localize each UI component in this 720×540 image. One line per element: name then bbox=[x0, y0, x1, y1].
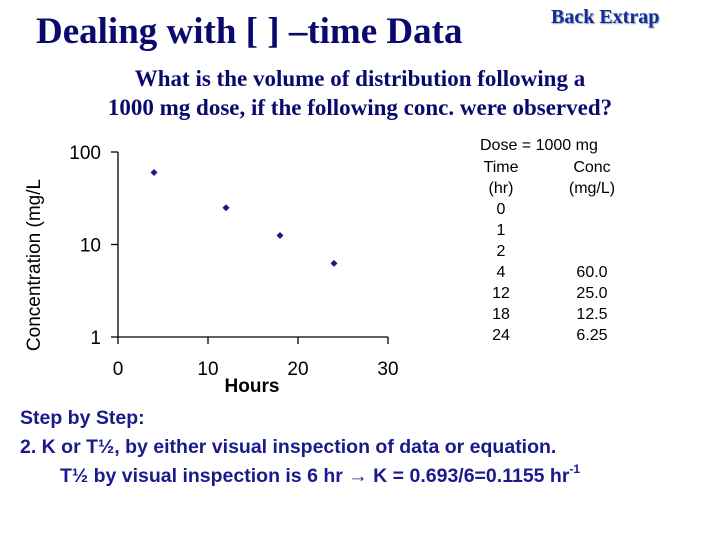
concentration-time-chart: Concentration (mg/L 1 10 100 0 10 20 30 Hours bbox=[24, 143, 399, 397]
question-line-1: What is the volume of distribution follo… bbox=[134, 66, 586, 91]
y-tick-label: 10 bbox=[80, 236, 101, 257]
table-cell-time: 18 bbox=[492, 306, 510, 323]
x-tick-label: 30 bbox=[377, 359, 398, 380]
chart-tick-labels: 1 10 100 0 10 20 30 bbox=[69, 143, 398, 380]
step-line-1: 2. K or T½, by either visual inspection … bbox=[20, 436, 557, 458]
table-row: 0 bbox=[480, 199, 662, 220]
table-cell-conc bbox=[522, 220, 662, 241]
question-line-2: 1000 mg dose, if the following conc. wer… bbox=[107, 95, 613, 120]
x-tick-label: 10 bbox=[197, 359, 218, 380]
steps-section: Step by Step: 2. K or T½, by either visu… bbox=[20, 404, 580, 491]
arrow-icon: → bbox=[348, 465, 368, 487]
x-axis-title: Hours bbox=[225, 376, 280, 397]
table-cell-time: 2 bbox=[496, 243, 506, 260]
table-cell-conc: 25.0 bbox=[576, 285, 608, 302]
data-point bbox=[330, 259, 338, 267]
steps-heading: Step by Step: bbox=[20, 407, 145, 429]
step-line-2-pre: T½ by visual inspection is 6 hr bbox=[60, 465, 349, 487]
x-tick-label: 0 bbox=[113, 359, 124, 380]
chart-points bbox=[150, 169, 338, 267]
table-unit-row: (hr) (mg/L) bbox=[480, 178, 662, 199]
back-extrap-link[interactable]: Back Extrap bbox=[551, 6, 660, 28]
chart-axes bbox=[111, 151, 389, 344]
table-cell-time: 12 bbox=[492, 285, 510, 302]
table-row: 12 25.0 bbox=[480, 283, 662, 304]
unit-conc: (mg/L) bbox=[568, 180, 616, 197]
table-row: 24 6.25 bbox=[480, 325, 662, 346]
table-cell-conc bbox=[522, 241, 662, 262]
y-axis-title: Concentration (mg/L bbox=[24, 179, 45, 351]
table-cell-conc bbox=[522, 199, 662, 220]
data-point bbox=[222, 204, 230, 212]
step-line-2-post: K = 0.693/6=0.1155 hr bbox=[367, 465, 570, 487]
table-row: 18 12.5 bbox=[480, 304, 662, 325]
table-cell-conc: 12.5 bbox=[576, 306, 608, 323]
table-cell-time: 1 bbox=[496, 222, 506, 239]
table-cell-conc: 6.25 bbox=[576, 327, 608, 344]
data-point bbox=[276, 232, 284, 240]
x-tick-label: 20 bbox=[287, 359, 308, 380]
y-tick-label: 100 bbox=[69, 143, 101, 164]
table-rows: 0 1 2 4 60.0 12 25.0 18 12.5 24 6.25 bbox=[480, 199, 662, 346]
header-time: Time bbox=[483, 159, 519, 176]
table-row: 1 bbox=[480, 220, 662, 241]
step-line-2-sup: -1 bbox=[569, 462, 581, 476]
table-cell-time: 0 bbox=[496, 201, 506, 218]
y-tick-label: 1 bbox=[90, 328, 101, 349]
step-line-2: T½ by visual inspection is 6 hr → K = 0.… bbox=[20, 462, 580, 491]
table-cell-time: 24 bbox=[492, 327, 510, 344]
unit-time: (hr) bbox=[488, 180, 514, 197]
slide-title: Dealing with [ ] –time Data bbox=[36, 11, 463, 52]
table-cell-time: 4 bbox=[496, 264, 506, 281]
header-conc: Conc bbox=[573, 159, 611, 176]
table-header-row: Time Conc bbox=[480, 157, 662, 178]
question-text: What is the volume of distribution follo… bbox=[0, 64, 720, 122]
table-row: 4 60.0 bbox=[480, 262, 662, 283]
table-row: 2 bbox=[480, 241, 662, 262]
dose-label: Dose = 1000 mg bbox=[480, 137, 598, 154]
data-point bbox=[150, 169, 158, 177]
y-axis-title-group: Concentration (mg/L bbox=[24, 179, 45, 351]
table-cell-conc: 60.0 bbox=[576, 264, 608, 281]
